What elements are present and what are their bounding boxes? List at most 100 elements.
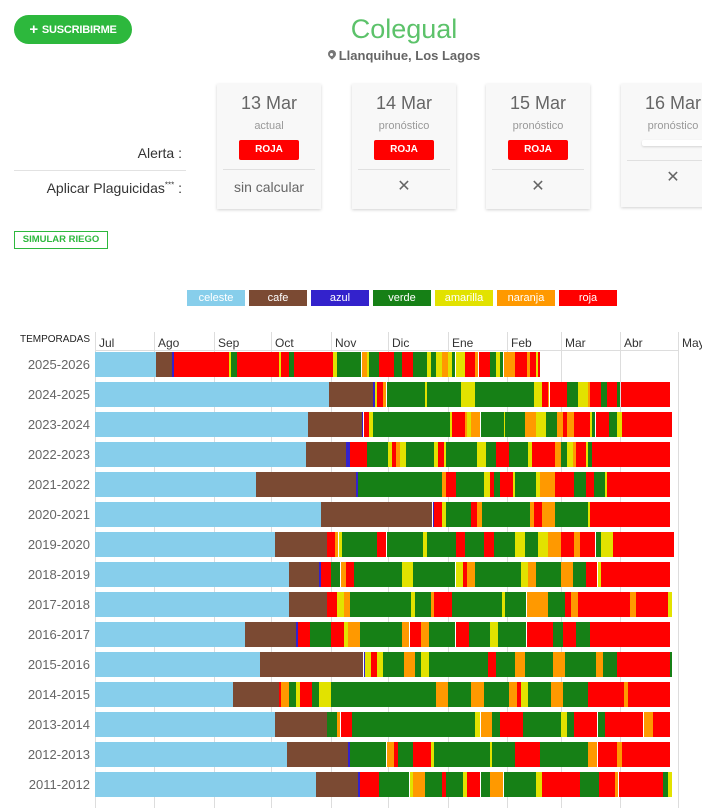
segment-celeste bbox=[95, 592, 289, 617]
segment-amarilla bbox=[536, 472, 540, 497]
segment-amarilla bbox=[401, 562, 414, 587]
segment-verde bbox=[426, 382, 462, 407]
segment-amarilla bbox=[424, 382, 427, 407]
segment-roja bbox=[394, 742, 398, 767]
segment-naranja bbox=[401, 622, 410, 647]
segment-verde bbox=[484, 682, 510, 707]
segment-verde bbox=[580, 772, 600, 797]
segment-roja bbox=[281, 352, 289, 377]
month-tick-label: Ene bbox=[452, 336, 474, 350]
segment-roja bbox=[488, 652, 496, 677]
month-tick-label: Abr bbox=[624, 336, 643, 350]
segment-amarilla bbox=[561, 712, 567, 737]
legend-item-cafe: cafe bbox=[249, 290, 307, 306]
segment-verde bbox=[492, 742, 515, 767]
segment-verde bbox=[576, 622, 590, 647]
segment-naranja bbox=[421, 622, 429, 647]
segment-amarilla bbox=[566, 442, 573, 467]
segment-amarilla bbox=[484, 472, 491, 497]
segment-amarilla bbox=[434, 442, 439, 467]
segment-roja bbox=[327, 592, 337, 617]
season-row bbox=[95, 412, 678, 437]
segment-roja bbox=[515, 742, 540, 767]
segment-naranja bbox=[524, 412, 537, 437]
segment-verde bbox=[415, 592, 431, 617]
segment-celeste bbox=[95, 382, 329, 407]
segment-verde bbox=[509, 442, 529, 467]
segment-amarilla bbox=[338, 532, 343, 557]
segment-celeste bbox=[95, 712, 276, 737]
month-tick-label: Sep bbox=[218, 336, 240, 350]
month-gridline bbox=[678, 332, 679, 808]
segment-amarilla bbox=[536, 352, 538, 377]
segment-cafe bbox=[275, 532, 328, 557]
segment-amarilla bbox=[515, 532, 525, 557]
segment-cafe bbox=[288, 562, 320, 587]
segment-verde bbox=[474, 562, 521, 587]
segment-roja bbox=[618, 772, 663, 797]
segment-roja bbox=[434, 502, 443, 527]
pesticide-status-x-icon: ✕ bbox=[666, 169, 680, 186]
segment-naranja bbox=[344, 592, 351, 617]
season-label: 2018-2019 bbox=[27, 567, 90, 582]
pesticide-status: sin calcular bbox=[233, 179, 305, 195]
segment-naranja bbox=[630, 592, 636, 617]
segment-naranja bbox=[574, 532, 581, 557]
segment-verde bbox=[539, 742, 588, 767]
segment-naranja bbox=[442, 472, 446, 497]
pesticide-status-x-icon: ✕ bbox=[397, 178, 411, 195]
seasons-header: TEMPORADAS bbox=[20, 334, 91, 345]
segment-verde bbox=[545, 412, 558, 437]
segment-azul bbox=[357, 772, 360, 797]
segment-verde bbox=[455, 472, 485, 497]
segment-roja bbox=[612, 532, 675, 557]
segment-amarilla bbox=[597, 562, 602, 587]
segment-amarilla bbox=[536, 772, 542, 797]
segment-amarilla bbox=[430, 742, 435, 767]
card-kind: pronóstico bbox=[647, 120, 699, 132]
segment-verde bbox=[522, 712, 562, 737]
segment-amarilla bbox=[411, 592, 416, 617]
segment-verde bbox=[561, 442, 567, 467]
alert-badge bbox=[642, 140, 702, 146]
season-row bbox=[95, 502, 678, 527]
alert-badge: ROJA bbox=[374, 140, 434, 160]
season-label: 2017-2018 bbox=[27, 597, 90, 612]
segment-roja bbox=[346, 562, 354, 587]
card-date: 15 Mar bbox=[509, 93, 567, 113]
segment-verde bbox=[327, 712, 337, 737]
segment-celeste bbox=[95, 502, 322, 527]
segment-roja bbox=[484, 532, 494, 557]
segment-amarilla bbox=[369, 412, 373, 437]
segment-cafe bbox=[156, 352, 172, 377]
segment-amarilla bbox=[616, 412, 623, 437]
subscribe-button[interactable]: + SUSCRIBIRME bbox=[14, 15, 132, 44]
season-label: 2024-2025 bbox=[27, 387, 90, 402]
segment-naranja bbox=[547, 532, 561, 557]
segment-roja bbox=[622, 742, 671, 767]
segment-amarilla bbox=[399, 442, 406, 467]
month-tick-label: Mar bbox=[565, 336, 586, 350]
segment-roja bbox=[467, 772, 481, 797]
month-tick-label: Nov bbox=[335, 336, 357, 350]
simulate-irrigation-button[interactable]: SIMULAR RIEGO bbox=[14, 231, 108, 249]
segment-celeste bbox=[95, 412, 308, 437]
segment-cafe bbox=[259, 652, 364, 677]
segment-verde bbox=[609, 412, 617, 437]
segment-verde bbox=[492, 712, 500, 737]
segment-amarilla bbox=[463, 772, 467, 797]
segment-amarilla bbox=[605, 472, 607, 497]
segment-verde bbox=[336, 352, 362, 377]
segment-roja bbox=[340, 712, 352, 737]
segment-verde bbox=[350, 592, 412, 617]
segment-amarilla bbox=[503, 412, 506, 437]
card-divider bbox=[492, 169, 584, 170]
segment-verde bbox=[465, 532, 485, 557]
segment-naranja bbox=[465, 412, 467, 437]
segment-verde bbox=[564, 652, 596, 677]
segment-roja bbox=[455, 532, 466, 557]
segment-celeste bbox=[95, 472, 257, 497]
segment-roja bbox=[574, 712, 598, 737]
segment-verde bbox=[553, 622, 563, 647]
segment-celeste bbox=[95, 532, 276, 557]
